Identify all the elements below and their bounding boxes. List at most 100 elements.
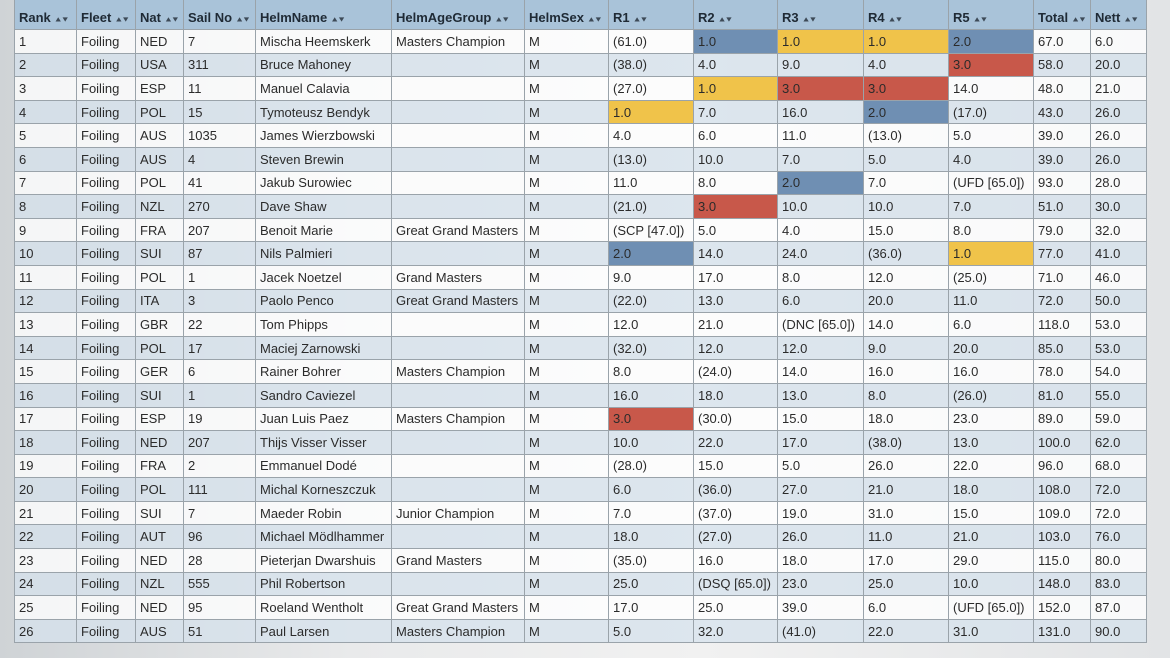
fleet-cell: Foiling	[76, 29, 136, 54]
table-row[interactable]: 18 Foiling NED 207 Thijs Visser Visser M 10.0 2…	[14, 430, 1147, 455]
fleet-cell: Foiling	[76, 382, 136, 408]
total-cell: 115.0	[1033, 548, 1091, 573]
column-header-sail-no[interactable]: Sail No ▲▼	[183, 0, 256, 30]
column-header-r5[interactable]: R5 ▲▼	[948, 0, 1034, 30]
sort-arrows-icon[interactable]: ▲▼	[887, 15, 904, 23]
helm-sex-cell: M	[524, 241, 609, 266]
table-row[interactable]: 6 Foiling AUS 4 Steven Brewin M (13.0) 10.0 7.0 5…	[14, 146, 1147, 172]
table-row[interactable]: 16 Foiling SUI 1 Sandro Caviezel M 16.0 18.0 13.…	[14, 382, 1147, 408]
sort-arrows-icon[interactable]: ▲▼	[801, 15, 818, 23]
race-4-cell: 20.0	[863, 288, 949, 314]
fleet-cell: Foiling	[76, 595, 136, 620]
table-row[interactable]: 17 Foiling ESP 19 Juan Luis Paez Masters Cham…	[14, 406, 1147, 432]
race-2-cell: 12.0	[693, 335, 778, 361]
race-3-cell: 3.0	[777, 76, 864, 101]
table-row[interactable]: 19 Foiling FRA 2 Emmanuel Dodé M (28.0) 15.0 5.0…	[14, 453, 1147, 479]
table-row[interactable]: 21 Foiling SUI 7 Maeder Robin Junior Champion…	[14, 500, 1147, 526]
table-row[interactable]: 7 Foiling POL 41 Jakub Surowiec M 11.0 8.0 2.0 7.…	[14, 170, 1147, 196]
race-4-cell: 6.0	[863, 595, 949, 620]
nett-cell: 68.0	[1090, 453, 1147, 479]
nat-cell: NED	[135, 430, 184, 455]
fleet-cell: Foiling	[76, 500, 136, 526]
race-2-cell: 4.0	[693, 52, 778, 78]
column-header-fleet[interactable]: Fleet ▲▼	[76, 0, 136, 30]
nat-cell: POL	[135, 477, 184, 502]
helm-name-cell: Juan Luis Paez	[255, 406, 392, 432]
race-4-cell: 22.0	[863, 618, 949, 644]
race-3-cell: 15.0	[777, 406, 864, 432]
nett-cell: 30.0	[1090, 194, 1147, 219]
column-header-helmsex[interactable]: HelmSex ▲▼	[524, 0, 609, 30]
column-header-label: HelmAgeGroup	[396, 10, 492, 25]
table-row[interactable]: 15 Foiling GER 6 Rainer Bohrer Masters Champi…	[14, 359, 1147, 384]
sort-arrows-icon[interactable]: ▲▼	[717, 15, 734, 23]
column-header-nat[interactable]: Nat ▲▼	[135, 0, 184, 30]
column-header-r3[interactable]: R3 ▲▼	[777, 0, 864, 30]
race-1-cell: (28.0)	[608, 453, 694, 479]
column-header-helmname[interactable]: HelmName ▲▼	[255, 0, 392, 30]
table-row[interactable]: 25 Foiling NED 95 Roeland Wentholt Great Gran…	[14, 595, 1147, 620]
total-cell: 148.0	[1033, 571, 1091, 597]
column-header-label: HelmSex	[529, 10, 584, 25]
race-4-cell: 1.0	[863, 29, 949, 54]
table-row[interactable]: 26 Foiling AUS 51 Paul Larsen Masters Champio…	[14, 618, 1147, 644]
sort-arrows-icon[interactable]: ▲▼	[114, 15, 130, 23]
column-header-label: R3	[782, 10, 799, 25]
sort-arrows-icon[interactable]: ▲▼	[1071, 15, 1087, 23]
table-row[interactable]: 4 Foiling POL 15 Tymoteusz Bendyk M 1.0 7.0 16.0…	[14, 99, 1147, 125]
sort-arrows-icon[interactable]: ▲▼	[330, 15, 346, 23]
table-row[interactable]: 3 Foiling ESP 11 Manuel Calavia M (27.0) 1.0 3.0…	[14, 76, 1147, 101]
sort-arrows-icon[interactable]: ▲▼	[586, 15, 603, 23]
table-row[interactable]: 11 Foiling POL 1 Jacek Noetzel Grand Masters M…	[14, 264, 1147, 290]
sort-arrows-icon[interactable]: ▲▼	[1123, 15, 1139, 23]
table-row[interactable]: 22 Foiling AUT 96 Michael Mödlhammer M 18.0 (27…	[14, 524, 1147, 550]
table-row[interactable]: 13 Foiling GBR 22 Tom Phipps M 12.0 21.0 (DNC [6…	[14, 312, 1147, 337]
column-header-r1[interactable]: R1 ▲▼	[608, 0, 694, 30]
table-row[interactable]: 20 Foiling POL 111 Michal Korneszczuk M 6.0 (36…	[14, 477, 1147, 502]
table-row[interactable]: 23 Foiling NED 28 Pieterjan Dwarshuis Grand M…	[14, 548, 1147, 573]
helm-name-cell: Jacek Noetzel	[255, 264, 392, 290]
table-row[interactable]: 8 Foiling NZL 270 Dave Shaw M (21.0) 3.0 10.0 10.…	[14, 194, 1147, 219]
table-row[interactable]: 5 Foiling AUS 1035 James Wierzbowski M 4.0 6.0 1…	[14, 123, 1147, 148]
total-cell: 100.0	[1033, 430, 1091, 455]
column-header-total[interactable]: Total ▲▼	[1033, 0, 1091, 30]
race-2-cell: 32.0	[693, 618, 778, 644]
sail-no-cell: 15	[183, 99, 256, 125]
column-header-nett[interactable]: Nett ▲▼	[1090, 0, 1147, 30]
rank-cell: 21	[14, 500, 77, 526]
table-row[interactable]: 24 Foiling NZL 555 Phil Robertson M 25.0 (DSQ […	[14, 571, 1147, 597]
column-header-label: HelmName	[260, 10, 328, 25]
sort-arrows-icon[interactable]: ▲▼	[632, 15, 649, 23]
column-header-label: Rank	[19, 10, 51, 25]
column-header-rank[interactable]: Rank ▲▼	[14, 0, 77, 30]
sort-arrows-icon[interactable]: ▲▼	[53, 15, 70, 23]
column-header-r2[interactable]: R2 ▲▼	[693, 0, 778, 30]
helm-name-cell: Jakub Surowiec	[255, 170, 392, 196]
helm-age-group-cell: Grand Masters	[391, 548, 525, 573]
table-row[interactable]: 14 Foiling POL 17 Maciej Zarnowski M (32.0) 12.…	[14, 335, 1147, 361]
helm-age-group-cell: Grand Masters	[391, 264, 525, 290]
table-row[interactable]: 2 Foiling USA 311 Bruce Mahoney M (38.0) 4.0 9.0…	[14, 52, 1147, 78]
race-4-cell: 21.0	[863, 477, 949, 502]
nat-cell: USA	[135, 52, 184, 78]
race-2-cell: 8.0	[693, 170, 778, 196]
sort-arrows-icon[interactable]: ▲▼	[494, 15, 510, 23]
race-3-cell: 5.0	[777, 453, 864, 479]
sort-arrows-icon[interactable]: ▲▼	[163, 15, 180, 23]
sort-arrows-icon[interactable]: ▲▼	[972, 15, 989, 23]
column-header-helmagegroup[interactable]: HelmAgeGroup ▲▼	[391, 0, 525, 30]
column-header-r4[interactable]: R4 ▲▼	[863, 0, 949, 30]
race-2-cell: (36.0)	[693, 477, 778, 502]
sort-arrows-icon[interactable]: ▲▼	[235, 15, 251, 23]
table-row[interactable]: 9 Foiling FRA 207 Benoit Marie Great Grand Ma…	[14, 217, 1147, 243]
nat-cell: POL	[135, 170, 184, 196]
sail-no-cell: 311	[183, 52, 256, 78]
fleet-cell: Foiling	[76, 170, 136, 196]
table-row[interactable]: 1 Foiling NED 7 Mischa Heemskerk Masters Cham…	[14, 29, 1147, 54]
nat-cell: NED	[135, 29, 184, 54]
helm-sex-cell: M	[524, 359, 609, 384]
helm-age-group-cell: Great Grand Masters	[391, 288, 525, 314]
table-row[interactable]: 12 Foiling ITA 3 Paolo Penco Great Grand Mast…	[14, 288, 1147, 314]
table-row[interactable]: 10 Foiling SUI 87 Nils Palmieri M 2.0 14.0 24.0(…	[14, 241, 1147, 266]
nat-cell: POL	[135, 99, 184, 125]
